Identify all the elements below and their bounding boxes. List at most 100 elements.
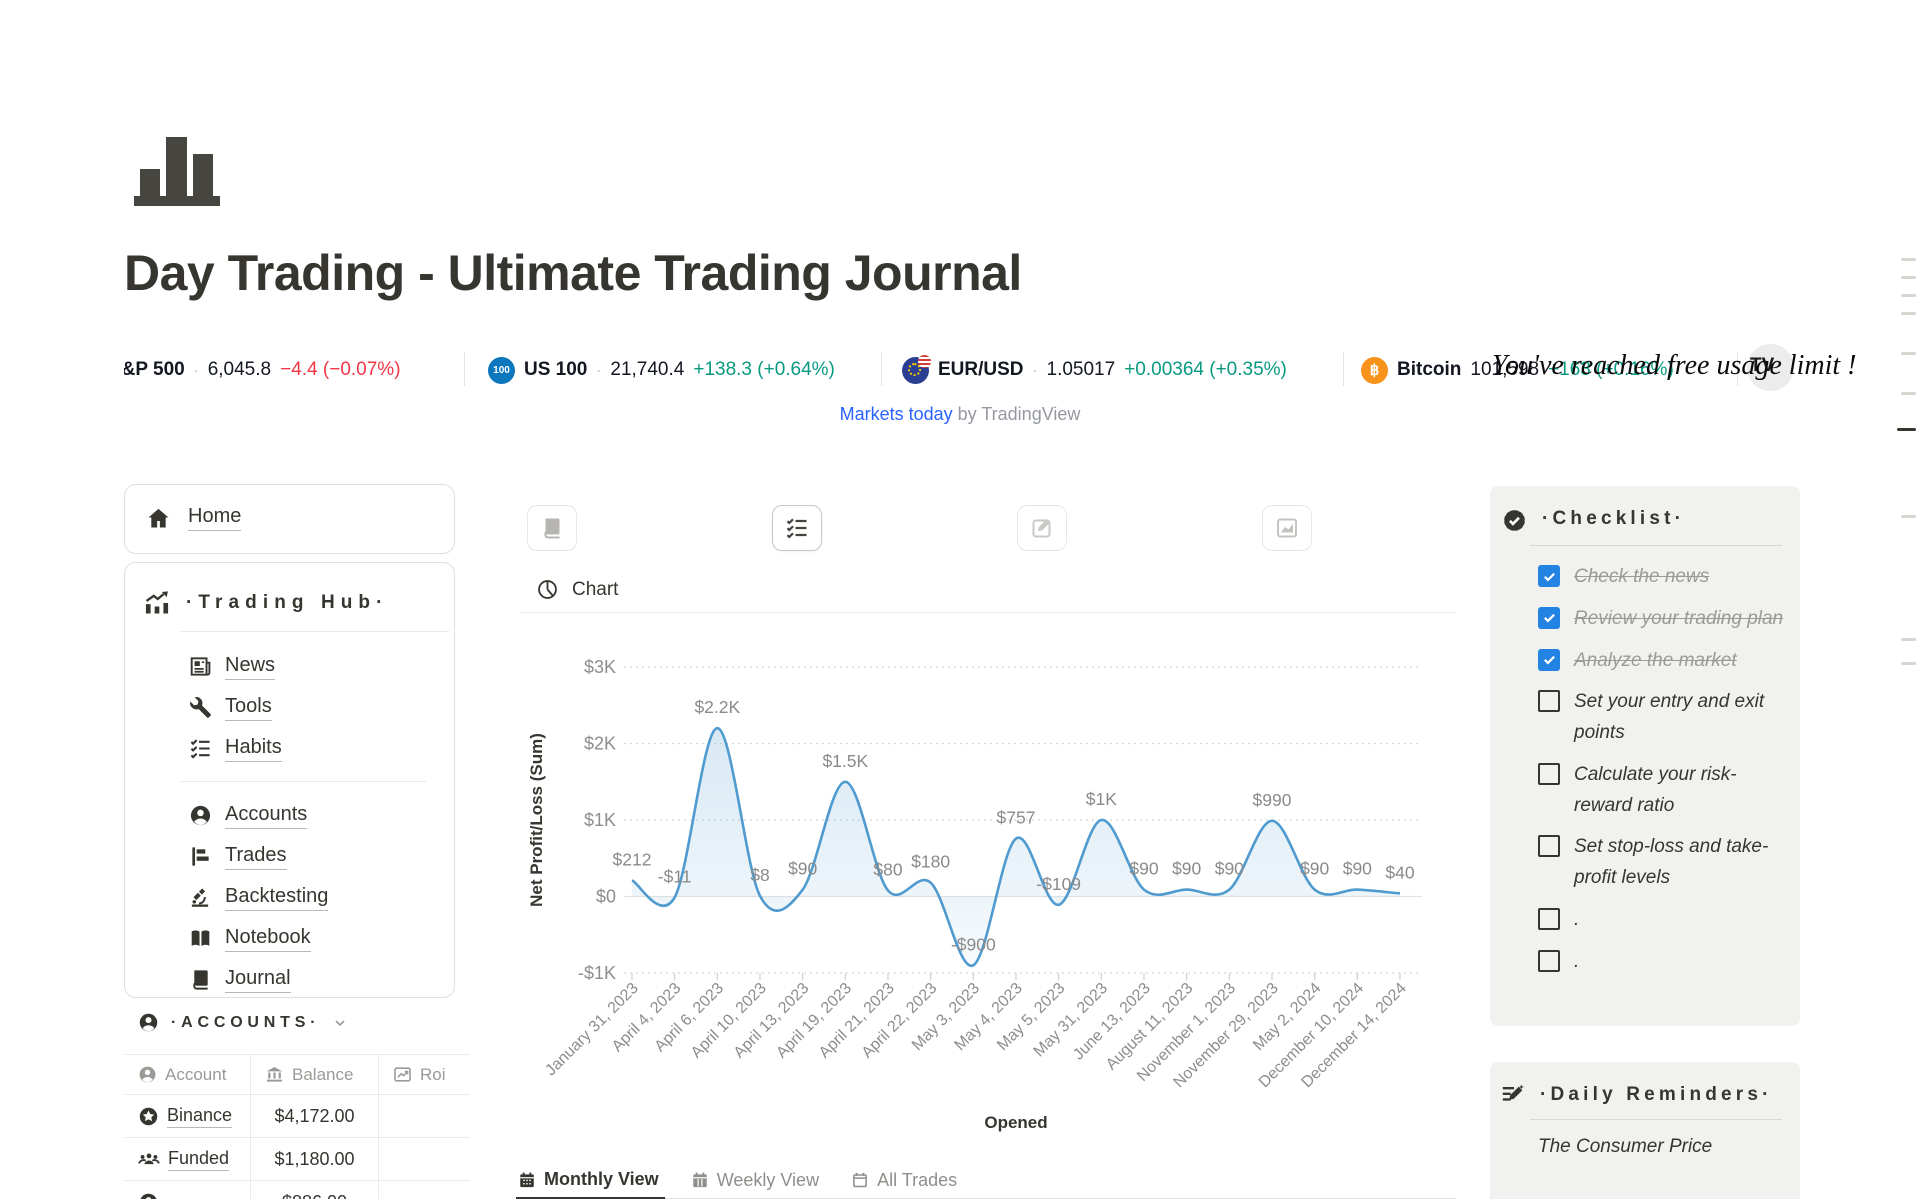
table-row[interactable]: $886.00 (124, 1181, 470, 1199)
daily-reminders-title: ·Daily Reminders· (1540, 1084, 1773, 1105)
checkbox-unchecked[interactable] (1538, 762, 1560, 785)
ticker-item-bitcoin[interactable]: ฿ Bitcoin 101,598 +163 (+0.16%) (1361, 348, 1674, 392)
outline-dash[interactable] (1901, 294, 1916, 297)
sidebar-item-notebook[interactable]: Notebook (189, 918, 454, 959)
edit-view-button[interactable] (1017, 505, 1067, 551)
sidebar-item-label[interactable]: News (225, 654, 276, 680)
column-header-account[interactable]: Account (124, 1055, 250, 1094)
compose-icon (1032, 519, 1051, 538)
tab-all-trades[interactable]: All Trades (849, 1170, 963, 1198)
checkbox-unchecked[interactable] (1538, 690, 1560, 713)
sidebar-item-tools[interactable]: Tools (189, 687, 454, 728)
checklist-view-button[interactable] (772, 505, 822, 551)
sidebar-item-label[interactable]: Accounts (225, 803, 308, 829)
outline-dash-current[interactable] (1897, 428, 1916, 431)
person-icon (190, 805, 211, 826)
balance-cell[interactable]: $1,180.00 (250, 1138, 378, 1180)
sidebar-item-label[interactable]: Journal (225, 967, 291, 993)
checkbox-unchecked[interactable] (1538, 949, 1560, 972)
tab-monthly-view[interactable]: Monthly View (516, 1169, 665, 1199)
bank-icon (266, 1066, 283, 1082)
roi-cell[interactable] (378, 1181, 470, 1199)
ticker-value: 21,740.4 (610, 359, 685, 380)
sidebar-item-label[interactable]: Trades (225, 844, 287, 870)
people-icon (138, 1153, 160, 1165)
divider (1530, 1119, 1782, 1120)
sidebar-item-journal[interactable]: Journal (189, 959, 454, 1000)
outline-dash[interactable] (1901, 276, 1916, 279)
markets-today-link[interactable]: Markets today (839, 404, 953, 424)
outline-dash[interactable] (1901, 638, 1916, 641)
chart-section-header[interactable]: Chart (536, 578, 618, 601)
svg-text:Net Profit/Loss (Sum): Net Profit/Loss (Sum) (527, 733, 546, 907)
sidebar-item-accounts[interactable]: Accounts (189, 795, 454, 836)
area-chart-icon (1277, 518, 1297, 538)
outline-dash[interactable] (1901, 392, 1916, 395)
balance-cell[interactable]: $886.00 (250, 1181, 378, 1199)
column-header-label: Account (165, 1064, 227, 1084)
tab-label: Monthly View (544, 1169, 659, 1189)
table-row[interactable]: Funded $1,180.00 (124, 1138, 470, 1181)
account-link[interactable]: Binance (167, 1105, 233, 1128)
svg-text:April 21, 2023: April 21, 2023 (816, 980, 898, 1062)
sidebar-item-trades[interactable]: Trades (189, 836, 454, 877)
sidebar-item-label[interactable]: Notebook (225, 926, 311, 952)
notes-pencil-icon (1502, 1084, 1524, 1101)
checkbox-unchecked[interactable] (1538, 907, 1560, 930)
accounts-section-header[interactable]: ·ACCOUNTS· (138, 1012, 348, 1033)
svg-text:$90: $90 (1215, 859, 1244, 879)
outline-dash[interactable] (1901, 515, 1916, 518)
svg-text:$0: $0 (596, 887, 616, 907)
svg-text:$1K: $1K (584, 810, 616, 830)
ticker-change: −4.4 (−0.07%) (280, 359, 401, 380)
ticker-value: 101,598 (1470, 359, 1540, 380)
check-icon (1543, 614, 1555, 623)
calendar-icon (853, 1172, 867, 1188)
ticker-item-eurusd[interactable]: EUR/USD · 1.05017 +0.00364 (+0.35%) (902, 348, 1287, 392)
chart-view-button[interactable] (1262, 505, 1312, 551)
journal-view-button[interactable] (527, 505, 577, 551)
outline-dash[interactable] (1901, 662, 1916, 665)
ticker-item-sp500[interactable]: S&P 500 · 6,045.8 −4.4 (−0.07%) (124, 348, 454, 392)
wrench-icon (190, 696, 211, 718)
checklist-panel: ·Checklist· Check the news Review your t… (1490, 486, 1800, 1026)
svg-text:$212: $212 (613, 849, 652, 869)
checkbox-checked[interactable] (1538, 648, 1560, 671)
sidebar-item-habits[interactable]: Habits (189, 728, 454, 769)
tab-weekly-view[interactable]: Weekly View (689, 1170, 825, 1198)
checkbox-checked[interactable] (1538, 606, 1560, 629)
svg-text:-$900: -$900 (951, 934, 996, 954)
sidebar-item-news[interactable]: News (189, 646, 454, 687)
outline-dash[interactable] (1901, 352, 1916, 355)
roi-cell[interactable] (378, 1095, 470, 1137)
account-link[interactable]: Funded (168, 1148, 230, 1171)
outline-dash[interactable] (1901, 258, 1916, 261)
checkbox-unchecked[interactable] (1538, 835, 1560, 858)
checklist-item: Set your entry and exit points (1538, 687, 1784, 749)
person-icon (139, 1066, 156, 1083)
page-icon-bar-chart[interactable] (131, 127, 223, 209)
checkbox-checked[interactable] (1538, 565, 1560, 587)
bitcoin-icon: ฿ (1361, 356, 1388, 384)
calendar-icon (692, 1172, 707, 1188)
column-header-balance[interactable]: Balance (250, 1055, 378, 1094)
sidebar-item-home[interactable]: Home (188, 505, 242, 531)
market-ticker[interactable]: S&P 500 · 6,045.8 −4.4 (−0.07%) 100 US 1… (0, 348, 1920, 392)
sidebar-item-label[interactable]: Habits (225, 736, 282, 762)
balance-cell[interactable]: $4,172.00 (250, 1095, 378, 1137)
table-row[interactable]: Binance $4,172.00 (124, 1095, 470, 1138)
chevron-down-icon[interactable] (332, 1015, 348, 1031)
ticker-item-us100[interactable]: 100 US 100 · 21,740.4 +138.3 (+0.64%) (488, 348, 835, 392)
sidebar-item-label[interactable]: Tools (225, 695, 272, 721)
roi-cell[interactable] (378, 1138, 470, 1180)
sidebar-item-backtesting[interactable]: Backtesting (189, 877, 454, 918)
outline-dash[interactable] (1901, 312, 1916, 315)
usage-limit-watermark: You've reached free usage limit ! (1492, 350, 1857, 381)
sidebar-item-label[interactable]: Backtesting (225, 885, 329, 911)
column-header-roi[interactable]: Roi (378, 1055, 470, 1094)
divider (1530, 545, 1782, 546)
accounts-title: ·ACCOUNTS· (171, 1013, 321, 1031)
page-title: Day Trading - Ultimate Trading Journal (124, 245, 1022, 301)
ticker-symbol: S&P 500 (124, 359, 185, 380)
